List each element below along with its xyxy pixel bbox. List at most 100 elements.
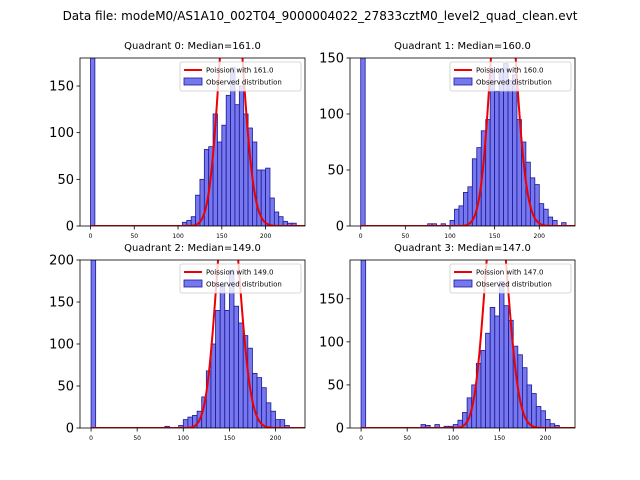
histogram-bar (545, 418, 551, 428)
histogram-bar-zero (90, 58, 96, 226)
legend-label-observed: Observed distribution (476, 79, 552, 87)
histogram-bar (489, 68, 496, 226)
histogram-bar (217, 141, 223, 226)
histogram-bar (278, 216, 284, 226)
quadrant-2-chart: 0 50 100 150 200 0 50 100 150 200 Quadrant 2: Medi… (49, 243, 306, 442)
subplot-title: Quadrant 2: Median=149.0 (124, 243, 261, 254)
quadrant-0-chart: 0 50 100 150 200 0 50 100 150 Quadrant 0: Median=… (49, 41, 306, 240)
histogram-bar (279, 419, 286, 428)
x-tick-label: 50 (130, 233, 138, 240)
y-tick-label: 100 (319, 335, 344, 350)
y-tick-label: 50 (327, 378, 344, 393)
y-tick-label: 0 (66, 220, 74, 235)
legend: Poission with 147.0 Observed distribution (449, 263, 572, 294)
y-tick-label: 100 (49, 338, 74, 353)
histogram-bar (547, 216, 554, 226)
plot-area (90, 58, 305, 226)
x-tick-label: 50 (403, 435, 411, 442)
histogram-bar (498, 68, 504, 226)
y-tick-label: 50 (57, 380, 74, 395)
subplot-title: Quadrant 0: Median=161.0 (124, 41, 261, 52)
y-tick-label: 50 (327, 164, 344, 179)
legend-box (179, 61, 302, 92)
x-tick-label: 100 (172, 233, 184, 240)
histogram-bar-zero (360, 260, 367, 428)
x-tick-label: 100 (444, 233, 456, 240)
histogram-bar (498, 281, 505, 428)
histogram-bar (270, 410, 276, 428)
histogram-bar (458, 205, 464, 226)
legend-box (449, 61, 572, 92)
y-tick-label: 100 (319, 108, 344, 123)
legend: Poission with 161.0 Observed distribution (179, 61, 302, 92)
histogram-bar (238, 322, 244, 428)
y-tick-label: 0 (336, 422, 344, 437)
histogram-bar (284, 425, 290, 428)
y-tick-label: 150 (49, 80, 74, 95)
axes-frame (79, 57, 306, 227)
legend: Poission with 160.0 Observed distribution (449, 61, 572, 92)
x-tick-label: 150 (494, 435, 506, 442)
histogram-bar (265, 167, 271, 226)
histogram-bar (503, 305, 510, 428)
histogram-bar (454, 208, 460, 226)
histogram-bar (182, 419, 189, 428)
histogram-bar (462, 191, 469, 226)
legend-box (179, 263, 302, 294)
y-tick-label: 100 (49, 126, 74, 141)
x-tick-label: 50 (133, 435, 141, 442)
y-tick-label: 150 (49, 296, 74, 311)
subplot-title: Quadrant 1: Median=160.0 (394, 41, 531, 52)
plot-area (90, 260, 305, 428)
legend: Poission with 149.0 Observed distribution (179, 263, 302, 294)
x-tick-label: 200 (260, 233, 272, 240)
histogram-bar (494, 315, 500, 428)
y-tick-label: 200 (49, 254, 74, 269)
x-tick-label: 50 (402, 233, 410, 240)
x-tick-label: 0 (359, 435, 363, 442)
histogram-bar (238, 85, 245, 226)
axes-frame (349, 57, 576, 227)
histogram-bar (215, 309, 221, 428)
poisson-curve (360, 58, 575, 226)
x-tick-label: 0 (89, 233, 93, 240)
histogram-bar (512, 74, 518, 226)
x-tick-label: 100 (178, 435, 190, 442)
y-tick-label: 0 (336, 220, 344, 235)
legend-label-poisson: Poission with 149.0 (206, 269, 274, 277)
histogram-bar (275, 419, 281, 428)
histogram-bar (228, 269, 235, 428)
y-tick-label: 150 (319, 52, 344, 67)
histogram-bar-zero (360, 58, 366, 226)
histogram-bar (535, 406, 542, 428)
quadrant-1-chart: 0 50 100 150 200 0 50 100 150 Quadrant 1: Median=… (319, 41, 576, 240)
histogram-bar (224, 309, 230, 428)
histogram-bar (221, 124, 227, 226)
y-tick-label: 150 (319, 292, 344, 307)
quadrant-3-chart: 0 50 100 150 200 0 50 100 150 Quadrant 3: Median=… (319, 243, 576, 442)
x-tick-label: 200 (270, 435, 282, 442)
subplot-title: Quadrant 3: Median=147.0 (394, 243, 531, 254)
histogram-bar (233, 305, 240, 428)
histogram-bar (210, 343, 216, 428)
histogram-bar (485, 332, 491, 428)
poisson-curve (90, 58, 305, 226)
figure-title: Data file: modeM0/AS1A10_002T04_90000040… (63, 9, 578, 23)
x-tick-label: 100 (448, 435, 460, 442)
plot-area (360, 58, 575, 226)
x-tick-label: 150 (489, 233, 501, 240)
histogram-bar (203, 149, 210, 226)
y-tick-label: 0 (66, 422, 74, 437)
x-tick-label: 150 (224, 435, 236, 442)
histogram-bar (269, 197, 275, 226)
legend-label-observed: Observed distribution (206, 281, 282, 289)
x-tick-label: 0 (359, 233, 363, 240)
legend-label-poisson: Poission with 161.0 (206, 67, 274, 75)
histogram-bar (261, 387, 267, 428)
legend-box (449, 263, 572, 294)
x-tick-label: 200 (534, 233, 546, 240)
legend-bar-swatch (453, 77, 473, 86)
legend-bar-swatch (453, 279, 473, 288)
x-tick-label: 200 (540, 435, 552, 442)
